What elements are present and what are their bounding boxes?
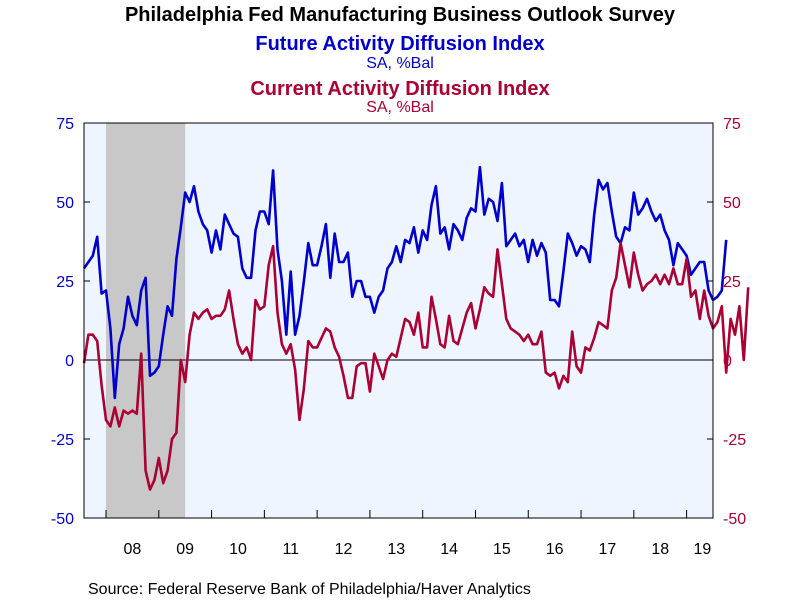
y-tick-label-left: 25 — [56, 274, 74, 291]
y-tick-label-left: 75 — [56, 116, 74, 133]
y-tick-label-right: 50 — [723, 195, 741, 212]
series-2-title: Current Activity Diffusion Index — [250, 78, 549, 100]
x-tick-label: 09 — [176, 541, 194, 558]
x-tick-label: 08 — [124, 541, 142, 558]
x-tick-label: 14 — [440, 541, 458, 558]
x-tick-label: 12 — [335, 541, 353, 558]
series-1-title: Future Activity Diffusion Index — [255, 33, 544, 55]
y-tick-label-left: -50 — [51, 511, 74, 528]
y-tick-label-right: 25 — [723, 274, 741, 291]
chart-title: Philadelphia Fed Manufacturing Business … — [125, 4, 676, 26]
y-tick-label-left: 50 — [56, 195, 74, 212]
x-tick-label: 17 — [599, 541, 617, 558]
series-line-future-activity — [82, 165, 728, 400]
series-2-subtitle: SA, %Bal — [366, 99, 434, 116]
series-1-subtitle: SA, %Bal — [366, 55, 434, 72]
y-tick-label-left: -25 — [51, 432, 74, 449]
source-note: Source: Federal Reserve Bank of Philadel… — [88, 581, 531, 598]
x-tick-label: 18 — [651, 541, 669, 558]
y-tick-label-right: 75 — [723, 116, 741, 133]
x-tick-label: 10 — [229, 541, 247, 558]
series-line-current-activity — [82, 241, 750, 491]
x-tick-label: 13 — [387, 541, 405, 558]
x-tick-label: 15 — [493, 541, 511, 558]
y-tick-label-right: -25 — [723, 432, 746, 449]
y-tick-label-right: -50 — [723, 511, 746, 528]
series-lines — [82, 165, 750, 491]
y-tick-label-left: 0 — [65, 353, 74, 370]
x-tick-label: 19 — [694, 541, 712, 558]
x-tick-label: 11 — [282, 541, 299, 558]
plot-frame — [83, 122, 714, 519]
x-tick-label: 16 — [546, 541, 564, 558]
